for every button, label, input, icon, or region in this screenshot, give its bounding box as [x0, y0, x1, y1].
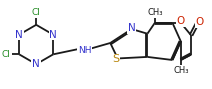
Text: CH₃: CH₃ [173, 66, 189, 75]
Text: Cl: Cl [2, 50, 11, 59]
Text: N: N [32, 59, 40, 69]
Text: CH₃: CH₃ [147, 8, 163, 17]
Text: N: N [15, 30, 23, 40]
Text: O: O [177, 16, 185, 26]
Text: S: S [112, 54, 119, 64]
Text: Cl: Cl [32, 8, 41, 17]
Text: NH: NH [78, 46, 91, 55]
Text: N: N [49, 30, 57, 40]
Text: N: N [128, 23, 135, 33]
Text: O: O [196, 17, 204, 27]
